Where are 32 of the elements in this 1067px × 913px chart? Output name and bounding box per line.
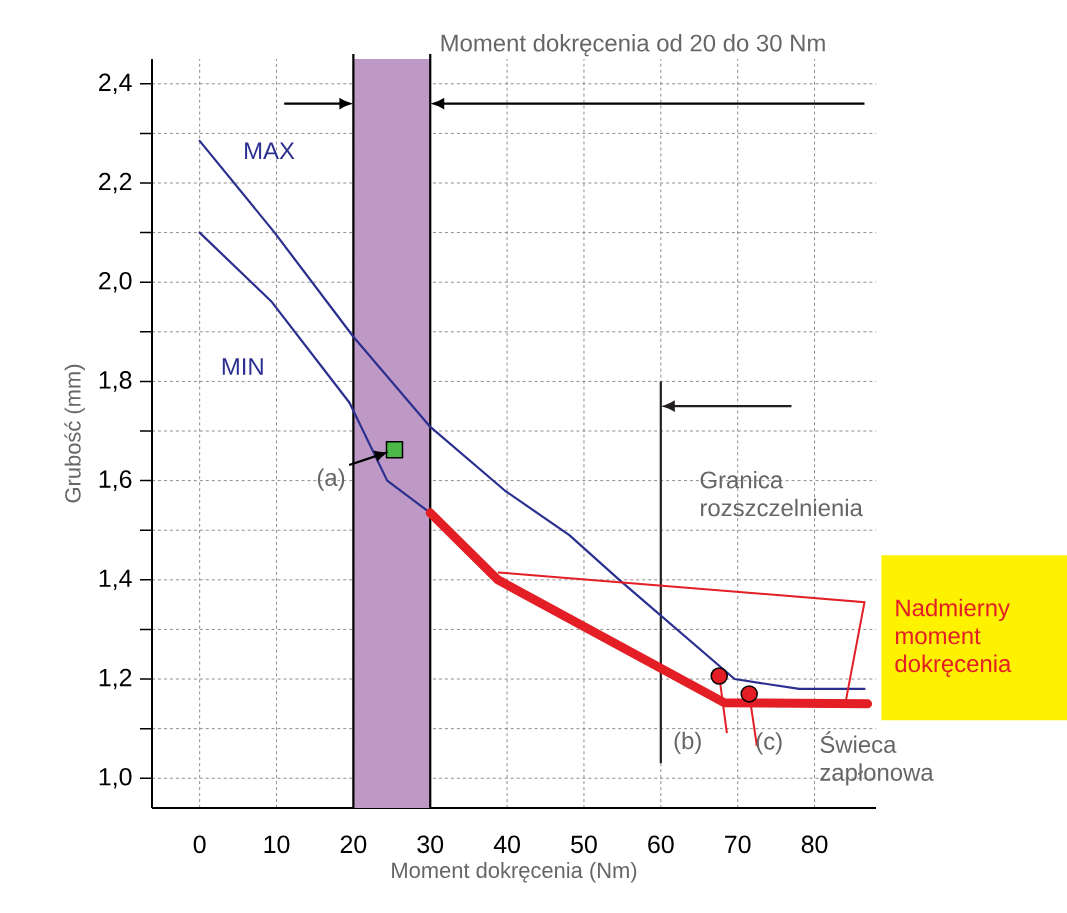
series-label: MIN [222, 358, 263, 375]
x-tick-label: 60 [648, 835, 674, 854]
x-tick-label: 80 [801, 835, 828, 854]
annotation: (b) [674, 731, 701, 754]
ref-line-label: Granica rozszczelnienia [700, 470, 863, 517]
point [740, 685, 758, 703]
x-tick-label: 50 [571, 835, 597, 854]
x-tick-label: 30 [417, 835, 444, 854]
y-tick-label: 1,6 [99, 470, 132, 491]
band-label: Moment dokręcenia od 20 do 30 Nm [441, 34, 825, 57]
y-tick-label: 2,0 [99, 271, 132, 293]
y-tick-label: 1,4 [99, 569, 132, 590]
x-tick-label: 20 [340, 835, 367, 854]
series-label: MAX [245, 142, 295, 159]
y-tick-label: 1,0 [99, 767, 132, 789]
y-tick-label: 1,2 [99, 668, 132, 690]
y-axis-title: Grubość (mm) [64, 364, 86, 503]
annotation: Nadmierny moment dokręcenia [895, 598, 1012, 677]
y-tick-label: 2,4 [99, 73, 132, 95]
annotation: (c) [756, 732, 782, 755]
line-series [198, 139, 866, 691]
point [385, 441, 404, 459]
y-tick-label: 1,8 [99, 371, 132, 392]
x-tick-label: 0 [193, 835, 206, 854]
point [710, 667, 728, 685]
y-tick-label: 2,2 [99, 172, 132, 194]
x-axis-title: Moment dokręcenia (Nm) [392, 861, 637, 883]
annotation: (a) [317, 468, 345, 491]
x-tick-label: 40 [493, 835, 520, 854]
x-tick-label: 70 [725, 835, 751, 854]
x-tick-label: 10 [264, 835, 290, 854]
annotation: Świeca zapłonowa [820, 731, 934, 786]
